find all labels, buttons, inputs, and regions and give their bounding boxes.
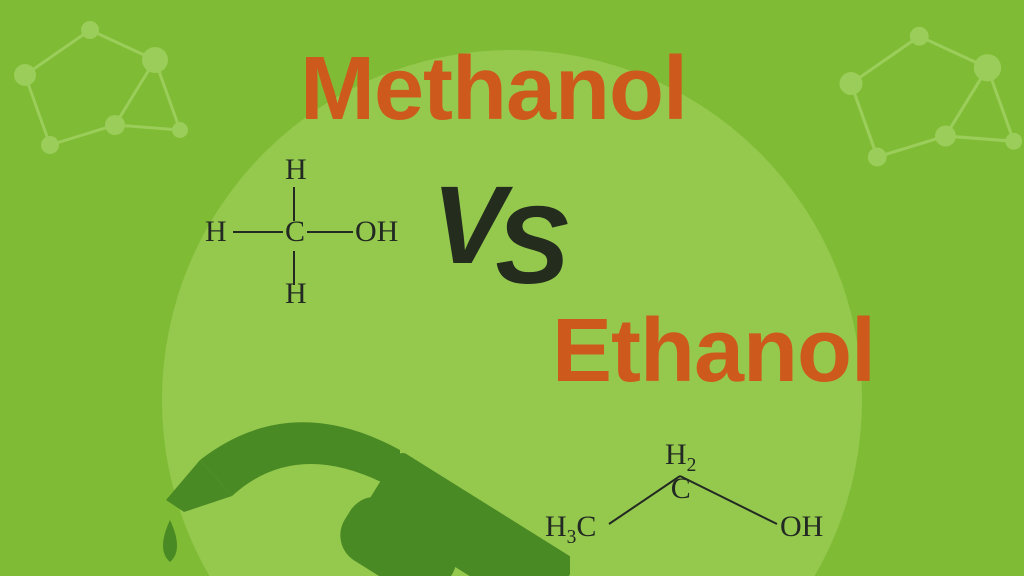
molecule-watermark-icon (830, 10, 1024, 189)
atom-oh: OH (780, 512, 823, 542)
atom-h3c: H3C (545, 512, 596, 548)
ethanol-structure: H3C H2C OH (545, 440, 845, 576)
title-methanol: Methanol (300, 38, 687, 141)
vs-label: VS (432, 168, 567, 295)
atom-ch2: H2C (665, 440, 696, 504)
atom-c: C (285, 217, 305, 247)
atom-h: H (205, 217, 227, 247)
methanol-structure: C H H H OH (195, 155, 415, 325)
bond (307, 231, 353, 233)
atom-h: H (285, 279, 307, 309)
atom-h: H (285, 155, 307, 185)
bond (233, 231, 283, 233)
molecule-watermark-icon (5, 5, 205, 175)
title-ethanol: Ethanol (552, 300, 875, 403)
atom-oh: OH (355, 217, 398, 247)
fuel-nozzle-icon (150, 400, 570, 576)
